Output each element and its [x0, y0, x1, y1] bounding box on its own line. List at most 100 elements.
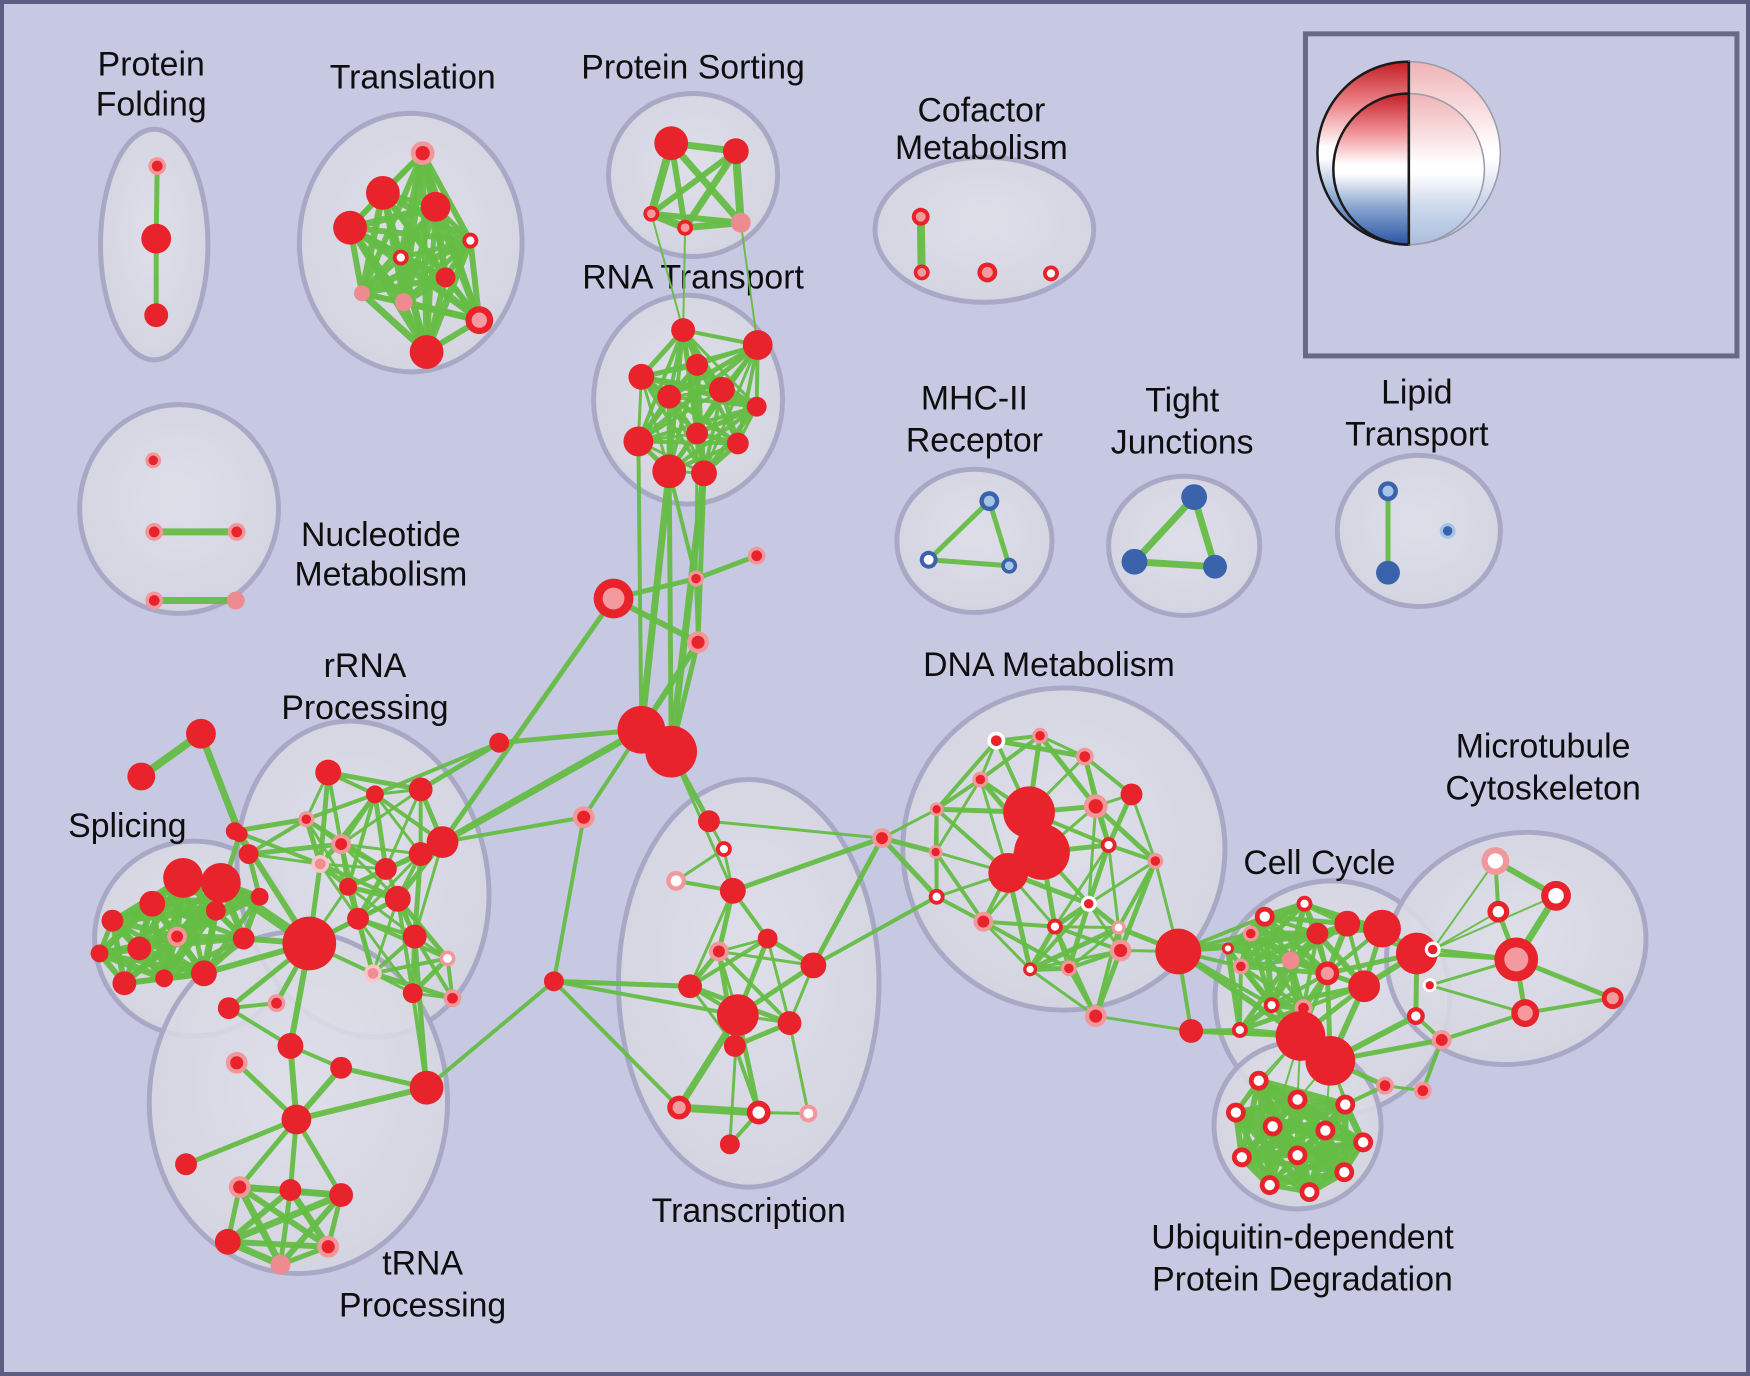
edge-p3-n1 — [650, 212, 685, 332]
edge-x1-d6 — [707, 819, 884, 840]
node-tr2-red — [127, 762, 156, 791]
node-core-r20 — [447, 992, 458, 1004]
edge-p5-n2 — [739, 221, 759, 346]
node-core-x3 — [670, 875, 682, 887]
network-nodes — [90, 126, 1624, 1275]
edge-t5-t6 — [293, 1084, 430, 1123]
edge-rrna-mesh-r6-r8 — [318, 862, 388, 871]
edge-rrna-mesh-r2-r4 — [304, 792, 377, 822]
node-core-x14 — [803, 1108, 814, 1119]
edge-dna-mesh-d14-d17 — [1118, 858, 1158, 953]
cluster-label-cell-cycle-line1: Cell Cycle — [1243, 844, 1395, 882]
node-core-c14 — [1236, 961, 1246, 972]
node-n8-red — [623, 426, 654, 457]
node-core-d7 — [931, 847, 940, 857]
edge-splicing-mesh-s4-s12 — [108, 907, 220, 925]
edge-transcription-mesh-x6-x11 — [717, 949, 815, 967]
node-core-u8 — [1236, 1152, 1248, 1163]
node-core-lp3 — [1442, 526, 1453, 536]
edge-dna-mesh-d2-d11 — [1037, 733, 1099, 809]
edge-h3-h4 — [551, 815, 586, 984]
node-tj3-blue — [1203, 554, 1227, 579]
edge-dna-mesh-d21-d23 — [1028, 967, 1098, 1018]
edge-dna-mesh-d6-d19 — [879, 835, 940, 900]
edge-h4-x8 — [551, 979, 740, 1018]
node-core-d25 — [1050, 922, 1060, 931]
cluster-ellipse-nucleotide-metabolism — [77, 402, 281, 616]
node-core-x2 — [719, 844, 729, 854]
edge-rrna-mesh-r4-r12 — [232, 816, 309, 834]
edge-cell-cycle-mesh-c3-c6 — [1262, 914, 1350, 927]
node-core-d11 — [1088, 799, 1103, 814]
edge-dna-mesh-d17-d23 — [1093, 947, 1124, 1019]
node-t6-red — [281, 1104, 312, 1135]
edge-n11-h2 — [666, 468, 674, 755]
node-c6-red — [1334, 910, 1361, 937]
edge-dna-mesh-d1-d5 — [934, 738, 999, 812]
node-core-d6 — [875, 832, 888, 845]
edge-x14-x9 — [788, 1021, 810, 1116]
node-s12-red — [205, 900, 226, 921]
node-n6-red — [708, 376, 735, 403]
legend — [1302, 31, 1740, 359]
node-T9-pink — [394, 293, 413, 312]
edge-translation-mesh-T4-T5 — [347, 224, 474, 244]
node-core-m8 — [1425, 981, 1434, 990]
edge-mh1-mh3 — [986, 498, 1012, 569]
node-x7-red — [678, 974, 703, 999]
node-h4-red — [543, 971, 564, 992]
node-core-m2 — [1492, 906, 1505, 918]
node-core-u10 — [1339, 1166, 1350, 1178]
node-f3-red — [144, 303, 169, 328]
node-s8-red — [112, 971, 137, 996]
cluster-label-ubiquitin-degradation-line2: Protein Degradation — [1152, 1260, 1453, 1298]
edge-protein-sorting-mesh-p2-p4 — [681, 147, 740, 232]
cluster-label-nucleotide-metabolism-line2: Metabolism — [294, 556, 467, 594]
edge-m10-m5 — [1439, 1011, 1528, 1042]
edge-rrna-mesh-r2-r8 — [372, 791, 389, 872]
cluster-label-tight-junctions-line1: Tight — [1145, 382, 1219, 420]
node-d12-red — [1120, 783, 1143, 806]
node-p5-pink — [730, 212, 751, 233]
node-core-m6 — [1606, 992, 1619, 1005]
node-f2-red — [141, 223, 172, 254]
node-c9-pink — [1281, 951, 1300, 970]
node-r3-red — [408, 777, 433, 802]
edge-rrna-mesh-r1-r6 — [317, 770, 331, 867]
node-core-T6 — [396, 253, 405, 262]
node-core-s5 — [171, 930, 184, 943]
node-r12-red — [225, 822, 244, 841]
node-c5-red — [1306, 922, 1329, 945]
edge-rrna-mesh-r2-r9 — [373, 792, 423, 856]
node-T8-pink — [354, 285, 370, 302]
node-core-m3 — [1548, 888, 1564, 904]
node-x15-red — [719, 1134, 740, 1155]
node-p2-red — [722, 138, 749, 165]
node-core-h9 — [691, 635, 705, 649]
edge-x4-d6 — [730, 835, 885, 894]
edge-mh2-mh3 — [926, 557, 1012, 569]
node-n5-red — [657, 384, 682, 409]
cluster-label-mhc-ii-receptor-line1: MHC-II — [921, 380, 1028, 418]
edge-tj1-tj2 — [1131, 493, 1198, 566]
node-core-d14 — [1150, 856, 1161, 866]
node-core-d2 — [1035, 730, 1045, 741]
node-c17-red — [1305, 1035, 1356, 1086]
edge-rrna-mesh-r3-r5 — [339, 787, 423, 846]
node-core-h6 — [602, 587, 625, 610]
node-T2-red — [365, 175, 400, 210]
edge-rrna-mesh-r4-r7 — [304, 817, 350, 889]
cluster-label-cofactor-metabolism-line2: Metabolism — [895, 129, 1068, 167]
node-t11-red — [214, 1228, 241, 1255]
node-s6-red — [127, 936, 152, 961]
edge-n9-h7 — [694, 431, 699, 581]
node-r1-red — [315, 759, 342, 786]
edge-dna-mesh-d5-d6 — [880, 807, 939, 840]
node-s10-red — [191, 960, 217, 987]
edge-x12-x13 — [675, 1103, 763, 1117]
edge-splicing-mesh-s9-s12 — [161, 907, 219, 982]
node-x10-red — [723, 1034, 746, 1057]
node-t4-red — [330, 1056, 353, 1079]
edge-mh1-mh2 — [926, 498, 992, 563]
